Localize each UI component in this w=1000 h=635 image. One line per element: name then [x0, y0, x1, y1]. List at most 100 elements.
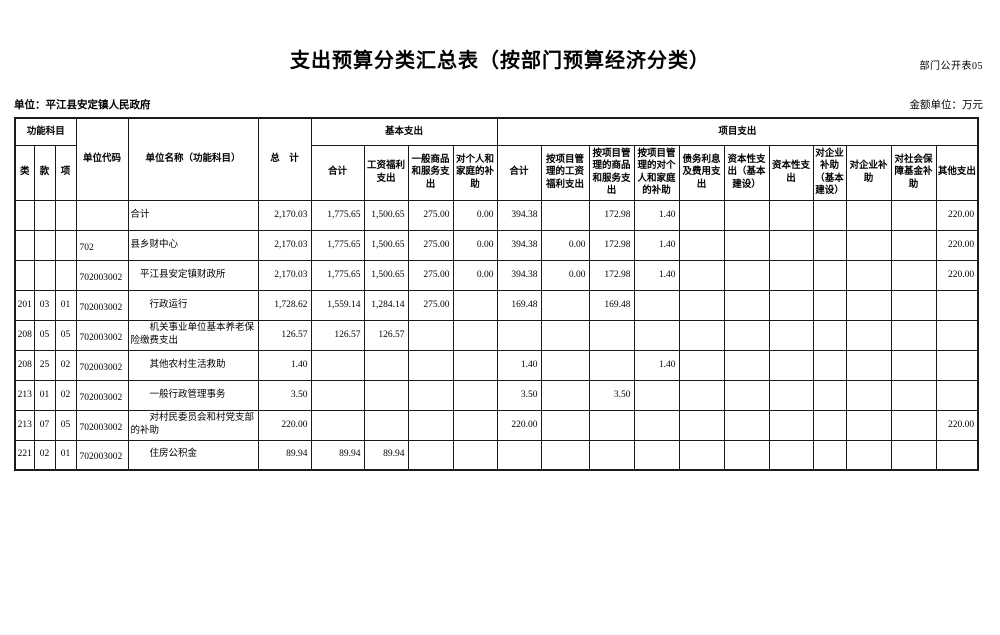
amount-cell: 0.00 [540, 259, 590, 291]
amount-cell: 220.00 [935, 259, 979, 291]
amount-cell [768, 409, 814, 441]
amount-cell [678, 259, 725, 291]
amount-cell: 172.98 [588, 199, 635, 231]
amount-cell: 172.98 [588, 229, 635, 261]
amount-cell [407, 439, 454, 471]
header-other-expense: 其他支出 [935, 144, 979, 201]
header-capital-construction: 资本性支出（基本建设） [723, 144, 770, 201]
amount-cell: 0.00 [452, 229, 498, 261]
amount-cell [845, 229, 892, 261]
header-social-security: 对社会保障基金补助 [890, 144, 937, 201]
amount-cell [723, 439, 770, 471]
header-total: 总 计 [257, 117, 312, 201]
func-section-cell [33, 199, 56, 231]
amount-cell: 220.00 [935, 229, 979, 261]
amount-cell [935, 349, 979, 381]
amount-cell: 126.57 [310, 319, 365, 351]
header-cols-row: 类 款 项 合计 工资福利支出 一般商品和服务支出 对个人和家庭的补助 合计 按… [14, 144, 979, 201]
amount-cell [452, 409, 498, 441]
page-title: 支出预算分类汇总表（按部门预算经济分类） [290, 50, 710, 72]
table-row: 213 07 05 702003002 对村民委员会和村党支部的补助 220.00 220… [14, 409, 979, 441]
header-unit-code: 单位代码 [75, 117, 129, 201]
header-project-group: 项目支出 [496, 117, 979, 146]
amount-cell [812, 349, 847, 381]
func-section-cell: 25 [33, 349, 56, 381]
amount-cell [812, 199, 847, 231]
amount-cell: 220.00 [935, 409, 979, 441]
amount-cell: 2,170.03 [257, 199, 312, 231]
amount-cell [496, 319, 542, 351]
unit-label: 单位：平江县安定镇人民政府 [14, 100, 151, 111]
amount-cell [678, 349, 725, 381]
amount-cell [723, 229, 770, 261]
func-section-cell: 03 [33, 289, 56, 321]
amount-cell [935, 319, 979, 351]
unit-name-cell: 机关事业单位基本养老保险缴费支出 [127, 319, 259, 351]
amount-cell [540, 319, 590, 351]
amount-cell [812, 259, 847, 291]
amount-cell [407, 379, 454, 411]
func-section-cell: 01 [33, 379, 56, 411]
amount-cell [452, 289, 498, 321]
table-body: 合计 2,170.03 1,775.65 1,500.65 275.00 0.00 394.… [14, 199, 979, 471]
amount-cell [890, 379, 937, 411]
amount-cell [310, 349, 365, 381]
func-class-cell: 208 [14, 319, 35, 351]
func-section-cell [33, 259, 56, 291]
amount-cell [935, 379, 979, 411]
amount-cell: 89.94 [310, 439, 365, 471]
amount-cell [890, 349, 937, 381]
amount-cell [768, 379, 814, 411]
header-basic-individual: 对个人和家庭的补助 [452, 144, 498, 201]
header-func-class: 类 [14, 144, 35, 201]
amount-cell: 169.48 [588, 289, 635, 321]
amount-cell [768, 259, 814, 291]
header-basic-subtotal: 合计 [310, 144, 365, 201]
amount-cell [768, 439, 814, 471]
header-project-subtotal: 合计 [496, 144, 542, 201]
func-section-cell: 02 [33, 439, 56, 471]
table-row: 201 03 01 702003002 行政运行 1,728.62 1,559.14 1,2… [14, 289, 979, 321]
header-capital: 资本性支出 [768, 144, 814, 201]
amount-cell: 0.00 [452, 199, 498, 231]
amount-cell: 2,170.03 [257, 259, 312, 291]
amount-cell: 394.38 [496, 229, 542, 261]
amount-cell [540, 439, 590, 471]
amount-cell: 126.57 [363, 319, 409, 351]
amount-cell [363, 379, 409, 411]
amount-cell [678, 229, 725, 261]
header-project-wages: 按项目管理的工资福利支出 [540, 144, 590, 201]
amount-cell [935, 439, 979, 471]
amount-cell [890, 409, 937, 441]
amount-cell [678, 409, 725, 441]
amount-cell: 0.00 [540, 229, 590, 261]
unit-name-cell: 合计 [127, 199, 259, 231]
func-class-cell: 201 [14, 289, 35, 321]
amount-cell [890, 289, 937, 321]
amount-cell: 2,170.03 [257, 229, 312, 261]
amount-cell [633, 289, 680, 321]
header-enterprise-subsidy: 对企业补助 [845, 144, 892, 201]
unit-name-cell: 县乡财中心 [127, 229, 259, 261]
amount-cell: 394.38 [496, 199, 542, 231]
amount-cell [540, 379, 590, 411]
amount-cell: 1.40 [496, 349, 542, 381]
func-class-cell [14, 259, 35, 291]
unit-code-cell: 702003002 [75, 439, 129, 471]
func-class-cell [14, 229, 35, 261]
amount-cell [407, 349, 454, 381]
header-basic-group: 基本支出 [310, 117, 498, 146]
amount-cell: 172.98 [588, 259, 635, 291]
func-class-cell: 221 [14, 439, 35, 471]
amount-cell: 220.00 [935, 199, 979, 231]
amount-cell [633, 379, 680, 411]
unit-code-cell: 702003002 [75, 349, 129, 381]
amount-cell: 1,500.65 [363, 259, 409, 291]
header-enterprise-construction: 对企业补助（基本建设） [812, 144, 847, 201]
unit-name-cell: 其他农村生活救助 [127, 349, 259, 381]
amount-cell: 275.00 [407, 199, 454, 231]
amount-cell [935, 289, 979, 321]
table-row: 合计 2,170.03 1,775.65 1,500.65 275.00 0.00 394.… [14, 199, 979, 231]
amount-cell [812, 319, 847, 351]
amount-cell [812, 439, 847, 471]
